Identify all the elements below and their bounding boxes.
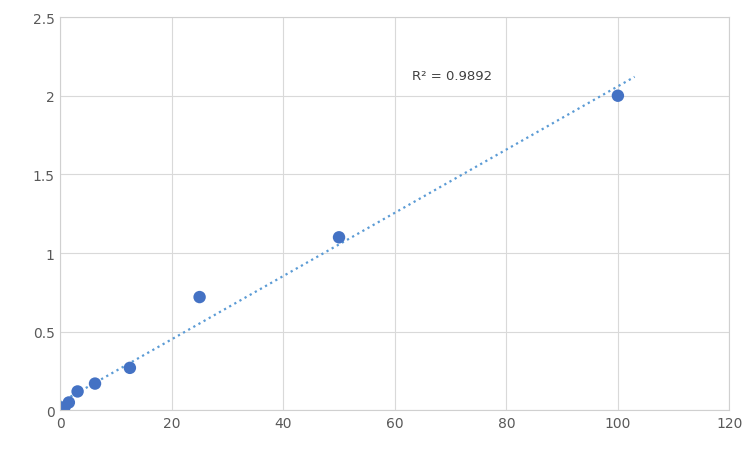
Point bbox=[54, 407, 66, 414]
Point bbox=[63, 399, 75, 406]
Point bbox=[333, 234, 345, 241]
Point bbox=[59, 404, 71, 411]
Point bbox=[124, 364, 136, 372]
Point bbox=[193, 294, 205, 301]
Text: R² = 0.9892: R² = 0.9892 bbox=[411, 69, 492, 83]
Point bbox=[612, 93, 624, 100]
Point bbox=[71, 388, 83, 395]
Point bbox=[89, 380, 101, 387]
